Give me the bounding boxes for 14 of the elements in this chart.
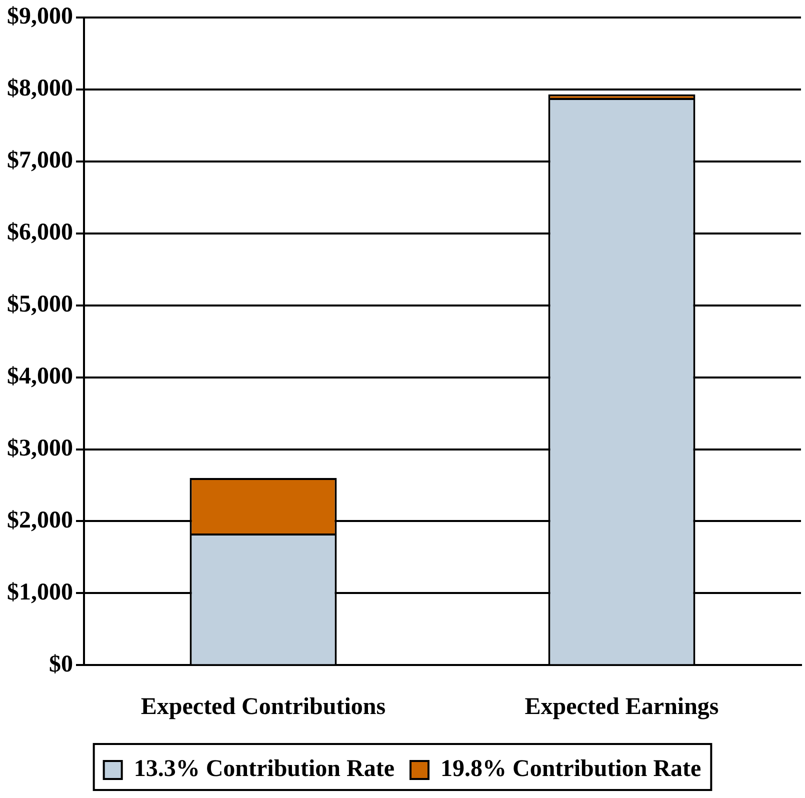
y-tick-label: $6,000 <box>7 220 73 246</box>
y-tick-label: $2,000 <box>7 507 73 534</box>
y-tick-label: $9,000 <box>7 4 73 30</box>
x-tick-label: Expected Earnings <box>524 694 719 720</box>
y-tick-label: $5,000 <box>7 292 73 318</box>
y-tick-label: $0 <box>49 651 73 678</box>
x-tick-label: Expected Contributions <box>140 694 386 720</box>
y-tick-label: $8,000 <box>7 76 73 102</box>
legend-label: 13.3% Contribution Rate <box>134 756 395 782</box>
y-tick-label: $3,000 <box>7 435 73 462</box>
y-tick-label: $4,000 <box>7 363 73 390</box>
legend-label: 19.8% Contribution Rate <box>440 756 702 782</box>
y-tick-label: $7,000 <box>7 148 73 174</box>
y-tick-label: $1,000 <box>7 579 73 606</box>
